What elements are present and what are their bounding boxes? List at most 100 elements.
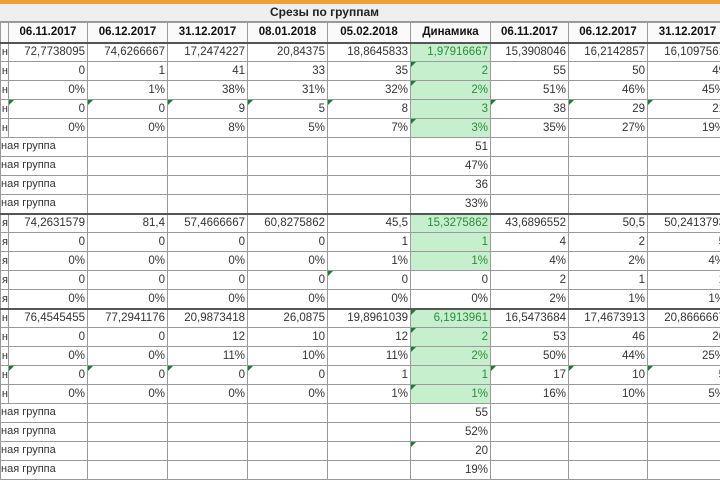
value-cell[interactable]: 0 <box>167 365 248 385</box>
value-cell[interactable]: 10 <box>568 365 648 385</box>
value-cell[interactable]: 32% <box>327 80 411 100</box>
value-cell[interactable]: 53 <box>490 327 569 347</box>
value-cell[interactable]: 1% <box>87 80 168 100</box>
value-cell[interactable]: 49 <box>647 61 720 81</box>
dynamics-cell[interactable]: 47% <box>410 156 491 176</box>
row-label-cell[interactable]: ная группа <box>0 194 56 214</box>
empty-cell[interactable] <box>247 194 328 214</box>
value-cell[interactable]: 1% <box>327 251 411 271</box>
value-cell[interactable]: 0 <box>247 270 328 290</box>
dynamics-cell[interactable]: 51 <box>410 137 491 157</box>
empty-cell[interactable] <box>87 175 168 195</box>
empty-cell[interactable] <box>247 460 328 480</box>
value-cell[interactable]: 0% <box>87 289 168 309</box>
value-cell[interactable]: 1% <box>568 289 648 309</box>
value-cell[interactable]: 0 <box>8 327 88 347</box>
value-cell[interactable]: 0 <box>87 327 168 347</box>
row-label-cell[interactable]: н <box>0 118 9 138</box>
column-header[interactable]: 06.12.2017 <box>568 22 648 44</box>
value-cell[interactable]: 10% <box>568 384 648 404</box>
empty-cell[interactable] <box>327 194 411 214</box>
value-cell[interactable]: 2% <box>568 251 648 271</box>
row-label-cell[interactable]: н <box>0 80 9 100</box>
empty-cell[interactable] <box>647 175 720 195</box>
dynamics-cell[interactable]: 15,3275862 <box>410 212 491 233</box>
value-cell[interactable]: 19,8961039 <box>327 307 411 328</box>
value-cell[interactable]: 0 <box>87 270 168 290</box>
empty-cell[interactable] <box>490 422 569 442</box>
value-cell[interactable]: 10 <box>247 327 328 347</box>
row-label-cell[interactable]: я <box>0 232 9 252</box>
value-cell[interactable]: 20,9873418 <box>167 307 248 328</box>
dynamics-cell[interactable]: 20 <box>410 441 491 461</box>
value-cell[interactable]: 5 <box>647 232 720 252</box>
empty-cell[interactable] <box>167 137 248 157</box>
value-cell[interactable]: 0 <box>87 365 168 385</box>
value-cell[interactable]: 35 <box>327 61 411 81</box>
empty-cell[interactable] <box>490 194 569 214</box>
empty-cell[interactable] <box>327 403 411 423</box>
dynamics-cell[interactable]: 1,97916667 <box>410 42 491 62</box>
empty-cell[interactable] <box>568 175 648 195</box>
value-cell[interactable]: 7% <box>327 118 411 138</box>
value-cell[interactable]: 0% <box>87 384 168 404</box>
row-label-cell[interactable]: н <box>0 384 9 404</box>
empty-cell[interactable] <box>167 403 248 423</box>
header-dynamics[interactable]: Динамика <box>410 22 491 44</box>
empty-cell[interactable] <box>327 441 411 461</box>
column-header[interactable] <box>0 22 9 44</box>
value-cell[interactable]: 11% <box>167 346 248 366</box>
empty-cell[interactable] <box>87 194 168 214</box>
row-label-cell[interactable]: н <box>0 327 9 347</box>
value-cell[interactable]: 74,6266667 <box>87 42 168 62</box>
empty-cell[interactable] <box>247 137 328 157</box>
value-cell[interactable]: 41 <box>167 61 248 81</box>
empty-cell[interactable] <box>568 460 648 480</box>
value-cell[interactable]: 45% <box>647 80 720 100</box>
value-cell[interactable]: 27% <box>568 118 648 138</box>
value-cell[interactable]: 1 <box>647 270 720 290</box>
value-cell[interactable]: 2% <box>490 289 569 309</box>
empty-cell[interactable] <box>327 422 411 442</box>
dynamics-cell[interactable]: 19% <box>410 460 491 480</box>
empty-cell[interactable] <box>568 441 648 461</box>
empty-cell[interactable] <box>490 175 569 195</box>
column-header[interactable]: 06.11.2017 <box>490 22 569 44</box>
value-cell[interactable]: 0% <box>8 346 88 366</box>
empty-cell[interactable] <box>568 422 648 442</box>
value-cell[interactable]: 0% <box>87 251 168 271</box>
empty-cell[interactable] <box>167 441 248 461</box>
value-cell[interactable]: 1 <box>327 232 411 252</box>
empty-cell[interactable] <box>647 137 720 157</box>
empty-cell[interactable] <box>247 403 328 423</box>
value-cell[interactable]: 76,4545455 <box>8 307 88 328</box>
value-cell[interactable]: 4% <box>647 251 720 271</box>
empty-cell[interactable] <box>8 175 88 195</box>
empty-cell[interactable] <box>8 422 88 442</box>
dynamics-cell[interactable]: 52% <box>410 422 491 442</box>
row-label-cell[interactable]: ная группа <box>0 441 56 461</box>
value-cell[interactable]: 74,2631579 <box>8 212 88 233</box>
dynamics-cell[interactable]: 0 <box>410 270 491 290</box>
column-header[interactable]: 31.12.2017 <box>647 22 720 44</box>
value-cell[interactable]: 50 <box>568 61 648 81</box>
dynamics-cell[interactable]: 2% <box>410 346 491 366</box>
value-cell[interactable]: 35% <box>490 118 569 138</box>
empty-cell[interactable] <box>247 422 328 442</box>
empty-cell[interactable] <box>490 137 569 157</box>
value-cell[interactable]: 10% <box>247 346 328 366</box>
value-cell[interactable]: 5% <box>647 384 720 404</box>
empty-cell[interactable] <box>247 441 328 461</box>
empty-cell[interactable] <box>8 441 88 461</box>
value-cell[interactable]: 5 <box>247 99 328 119</box>
value-cell[interactable]: 26,0875 <box>247 307 328 328</box>
empty-cell[interactable] <box>647 460 720 480</box>
value-cell[interactable]: 2 <box>490 270 569 290</box>
value-cell[interactable]: 0% <box>8 289 88 309</box>
row-label-cell[interactable]: н <box>0 346 9 366</box>
row-label-cell[interactable]: ная группа <box>0 156 56 176</box>
empty-cell[interactable] <box>8 460 88 480</box>
value-cell[interactable]: 0% <box>8 80 88 100</box>
value-cell[interactable]: 9 <box>167 99 248 119</box>
value-cell[interactable]: 38% <box>167 80 248 100</box>
